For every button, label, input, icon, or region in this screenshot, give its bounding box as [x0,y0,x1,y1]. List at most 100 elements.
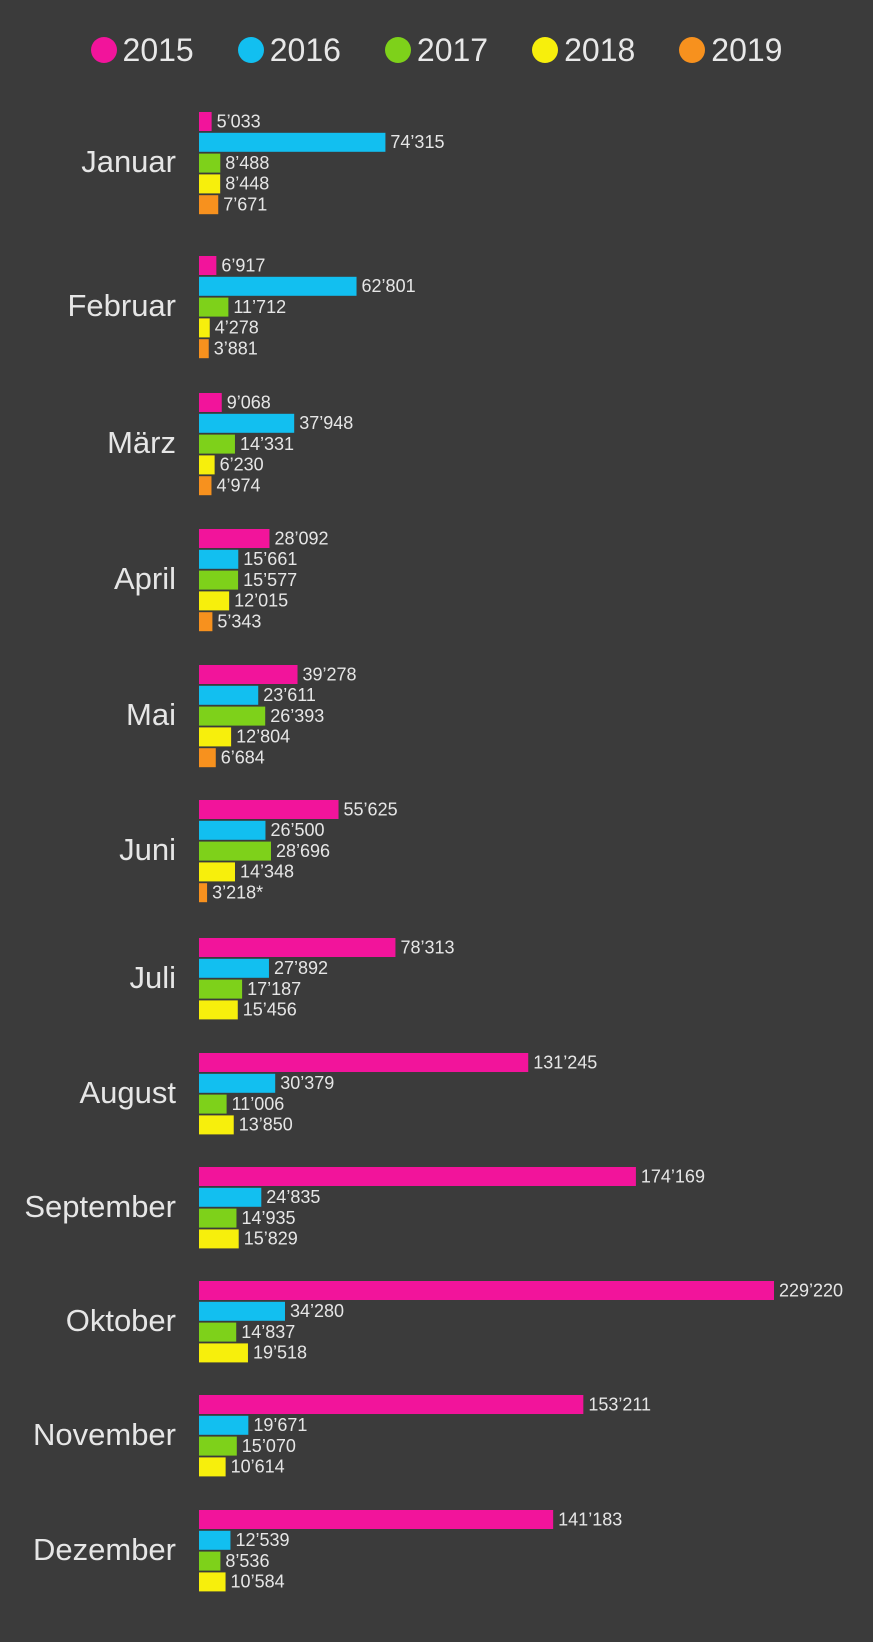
bar-2016-februar [199,276,357,296]
data-label: 3’881 [214,338,258,358]
data-label: 4’278 [215,318,259,338]
bar-2019-april [199,612,213,632]
bar-2017-april [199,570,239,590]
bar-2016-dezember [199,1530,231,1550]
bar-2017-september [199,1208,237,1228]
bar-2015-mai [199,665,298,684]
bar-2015-november [199,1395,584,1414]
data-label: 12’539 [235,1530,289,1550]
legend-item-2018: 2018 [532,32,635,69]
data-label: 24’835 [266,1187,320,1207]
legend-label: 2019 [711,31,783,68]
bar-2015-dezember [199,1510,554,1529]
bar-2018-november [199,1457,226,1477]
bar-2019-januar [199,195,219,215]
data-label: 39’278 [303,664,357,684]
legend-swatch [90,37,117,63]
data-label: 74’315 [390,132,444,152]
legend-swatch [532,37,559,63]
category-label: März [107,425,176,460]
data-label: 26’393 [270,706,324,726]
data-label: 23’611 [263,685,316,705]
legend-label: 2016 [269,31,341,68]
bar-2018-dezember [199,1572,226,1592]
bar-2015-september [199,1167,636,1186]
bar-2015-februar [199,256,217,275]
bar-2019-märz [199,476,212,496]
data-label: 14’837 [241,1322,295,1342]
bar-2018-juli [199,1000,238,1020]
bar-2016-september [199,1187,262,1207]
bar-2017-august [199,1094,227,1114]
data-label: 4’974 [216,475,260,495]
data-label: 12’804 [236,727,290,747]
category-label: Juni [119,832,176,867]
legend: 2015 2016 2017 2018 2019 [0,22,873,78]
bar-2017-dezember [199,1551,221,1571]
data-label: 141’183 [558,1509,622,1529]
data-label: 131’245 [533,1052,597,1072]
data-label: 26’500 [270,820,324,840]
data-label: 28’092 [274,528,328,548]
bar-2018-september [199,1229,239,1249]
bar-2017-november [199,1436,237,1456]
data-label: 5’343 [217,611,261,631]
legend-label: 2017 [416,31,489,68]
data-label: 15’661 [243,549,297,569]
legend-label: 2018 [564,31,636,68]
data-label: 10’584 [231,1572,285,1592]
data-label: 7’671 [223,194,267,214]
bar-2019-februar [199,339,209,359]
data-label: 153’211 [588,1394,651,1414]
data-label: 34’280 [290,1301,344,1321]
data-label: 28’696 [276,841,330,861]
bar-2019-juni [199,883,208,903]
bar-2016-märz [199,413,295,433]
bar-2017-juli [199,979,243,999]
bar-2018-februar [199,318,210,338]
bar-2015-april [199,529,270,548]
category-label: November [33,1417,176,1452]
bar-2016-juni [199,820,266,840]
data-label: 8’536 [225,1551,269,1571]
bar-2018-mai [199,727,232,747]
data-label: 12’015 [234,591,288,611]
category-label: Januar [81,144,176,179]
bar-2016-januar [199,132,386,152]
data-label: 6’684 [221,747,265,767]
data-label: 5’033 [217,111,261,131]
data-label: 55’625 [344,799,398,819]
bar-2017-oktober [199,1322,237,1342]
data-label: 14’348 [240,862,294,882]
data-label: 19’518 [253,1343,307,1363]
data-label: 62’801 [362,276,416,296]
category-label: September [24,1189,176,1224]
bar-2018-oktober [199,1343,248,1363]
data-label: 229’220 [779,1280,843,1300]
data-label: 37’948 [299,413,353,433]
data-label: 15’456 [243,1000,297,1020]
category-label: August [79,1075,176,1110]
data-label: 14’935 [241,1208,295,1228]
data-label: 15’829 [244,1229,298,1249]
legend-label: 2015 [122,31,194,68]
category-label: Juli [129,960,176,995]
data-label: 6’917 [221,255,265,275]
data-label: 78’313 [400,937,454,957]
bar-2015-oktober [199,1281,774,1300]
bar-2017-märz [199,434,235,454]
bar-2017-mai [199,706,266,726]
bar-2015-januar [199,112,212,131]
bar-2015-märz [199,393,222,412]
bar-2017-februar [199,297,229,317]
data-label: 19’671 [253,1415,307,1435]
bar-2016-oktober [199,1301,285,1321]
bar-2017-juni [199,841,271,861]
category-label: April [114,561,176,596]
legend-item-2016: 2016 [237,31,341,69]
bar-2018-januar [199,174,221,194]
legend-swatch [679,37,706,63]
category-label: Dezember [33,1532,176,1567]
data-label: 8’488 [225,153,269,173]
